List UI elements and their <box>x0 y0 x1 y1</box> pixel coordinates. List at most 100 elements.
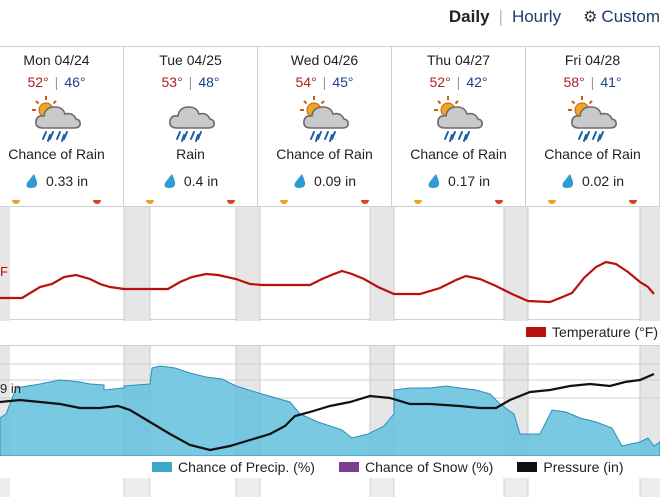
sunset-marker <box>629 200 637 204</box>
raindrop-icon <box>294 174 306 188</box>
day-card[interactable]: Wed 04/26 54° | 45° Chance of Rain <box>258 47 392 206</box>
precip-amount: 0.4 in <box>124 173 257 189</box>
night-band <box>236 478 260 497</box>
partly-sunny-rain-icon <box>433 96 483 142</box>
raindrop-icon <box>562 174 574 188</box>
sunrise-marker <box>146 200 154 204</box>
high-temp: 58° <box>563 74 585 90</box>
precip-value: 0.4 in <box>183 173 219 189</box>
night-band <box>124 478 150 497</box>
temperature-legend: Temperature (°F) <box>526 323 658 341</box>
pressure-legend-item: Pressure (in) <box>517 459 624 475</box>
day-hilo: 53° | 48° <box>124 74 257 94</box>
condition-text: Chance of Rain <box>410 146 507 162</box>
low-temp: 45° <box>332 74 354 90</box>
night-band <box>124 207 150 321</box>
precip-amount: 0.33 in <box>0 173 123 189</box>
precip-amount: 0.09 in <box>258 173 391 189</box>
condition-text: Chance of Rain <box>8 146 105 162</box>
day-card[interactable]: Fri 04/28 58° | 41° Chance of Rain <box>526 47 660 206</box>
precip-legend-item: Chance of Precip. (%) <box>152 459 315 475</box>
custom-label: Custom <box>601 7 660 26</box>
sunrise-marker <box>280 200 288 204</box>
top-bar: Daily | Hourly ⚙ Custom <box>0 0 660 36</box>
sunset-marker <box>227 200 235 204</box>
night-band <box>504 478 528 497</box>
hilo-separator: | <box>456 74 461 90</box>
day-date: Mon 04/24 <box>23 52 90 68</box>
night-band <box>640 346 660 456</box>
night-band <box>0 478 10 497</box>
partly-sunny-rain-icon <box>31 96 81 142</box>
snow-swatch <box>338 462 359 472</box>
night-band <box>236 207 260 321</box>
pressure-axis-label: 9 in <box>0 381 21 396</box>
temperature-chart: F <box>0 206 660 321</box>
day-card[interactable]: Mon 04/24 52° | 46° Chance of Rain <box>0 47 124 206</box>
high-temp: 53° <box>161 74 183 90</box>
cloud-rain-icon <box>168 106 215 142</box>
daily-forecast-row: Mon 04/24 52° | 46° Chance of Rain <box>0 46 660 206</box>
day-hilo: 54° | 45° <box>258 74 391 94</box>
day-date: Thu 04/27 <box>426 52 491 68</box>
precip-amount: 0.17 in <box>392 173 525 189</box>
precip-value: 0.33 in <box>45 173 89 189</box>
condition-text: Rain <box>176 146 205 162</box>
precip-chance-area <box>0 365 660 457</box>
partly-sunny-rain-icon <box>299 96 349 142</box>
sunset-marker <box>93 200 101 204</box>
raindrop-icon <box>428 174 440 188</box>
sunrise-marker <box>414 200 422 204</box>
precip-legend: Chance of Precip. (%) Chance of Snow (%)… <box>152 458 624 476</box>
snow-legend-item: Chance of Snow (%) <box>338 459 494 475</box>
partly-sunny-rain-icon <box>567 96 617 142</box>
condition-text: Chance of Rain <box>544 146 641 162</box>
precip-pressure-chart: 9 in <box>0 345 660 457</box>
condition-text: Chance of Rain <box>276 146 373 162</box>
pressure-legend-label: Pressure (in) <box>543 459 624 475</box>
daily-tab[interactable]: Daily <box>448 7 490 26</box>
low-temp: 48° <box>198 74 220 90</box>
snow-legend-label: Chance of Snow (%) <box>364 459 494 475</box>
sunrise-marker <box>12 200 20 204</box>
temperature-line <box>0 260 655 304</box>
bottom-strip <box>0 478 660 497</box>
sunset-marker <box>495 200 503 204</box>
day-hilo: 52° | 46° <box>0 74 123 94</box>
precip-value: 0.02 in <box>581 173 625 189</box>
low-temp: 41° <box>600 74 622 90</box>
precip-value: 0.09 in <box>313 173 357 189</box>
hourly-tab[interactable]: Hourly <box>511 7 562 26</box>
custom-button[interactable]: ⚙ Custom <box>583 7 660 27</box>
gear-icon: ⚙ <box>583 9 598 26</box>
day-card[interactable]: Thu 04/27 52° | 42° Chance of Rain <box>392 47 526 206</box>
sunrise-marker <box>548 200 556 204</box>
day-hilo: 52° | 42° <box>392 74 525 94</box>
low-temp: 42° <box>466 74 488 90</box>
precip-legend-label: Chance of Precip. (%) <box>178 459 315 475</box>
toggle-separator: | <box>498 7 503 26</box>
day-date: Wed 04/26 <box>290 52 359 68</box>
raindrop-icon <box>164 174 175 188</box>
night-band <box>0 207 10 321</box>
pressure-line <box>0 372 655 452</box>
view-toggle: Daily | Hourly ⚙ Custom <box>449 6 660 28</box>
night-band <box>640 207 660 321</box>
precip-value: 0.17 in <box>447 173 491 189</box>
high-temp: 52° <box>27 74 49 90</box>
day-card[interactable]: Tue 04/25 53° | 48° Rain 0.4 in <box>124 47 258 206</box>
day-date: Fri 04/28 <box>564 52 621 68</box>
day-hilo: 58° | 41° <box>526 74 659 94</box>
night-band <box>370 207 394 321</box>
hilo-separator: | <box>188 74 193 90</box>
high-temp: 52° <box>429 74 451 90</box>
night-band <box>504 207 528 321</box>
night-band <box>370 478 394 497</box>
high-temp: 54° <box>295 74 317 90</box>
raindrop-icon <box>26 174 38 188</box>
temperature-axis-label: F <box>0 264 8 279</box>
precip-amount: 0.02 in <box>526 173 659 189</box>
temperature-legend-label: Temperature (°F) <box>552 324 658 340</box>
sunset-marker <box>361 200 369 204</box>
temperature-swatch <box>526 327 547 337</box>
